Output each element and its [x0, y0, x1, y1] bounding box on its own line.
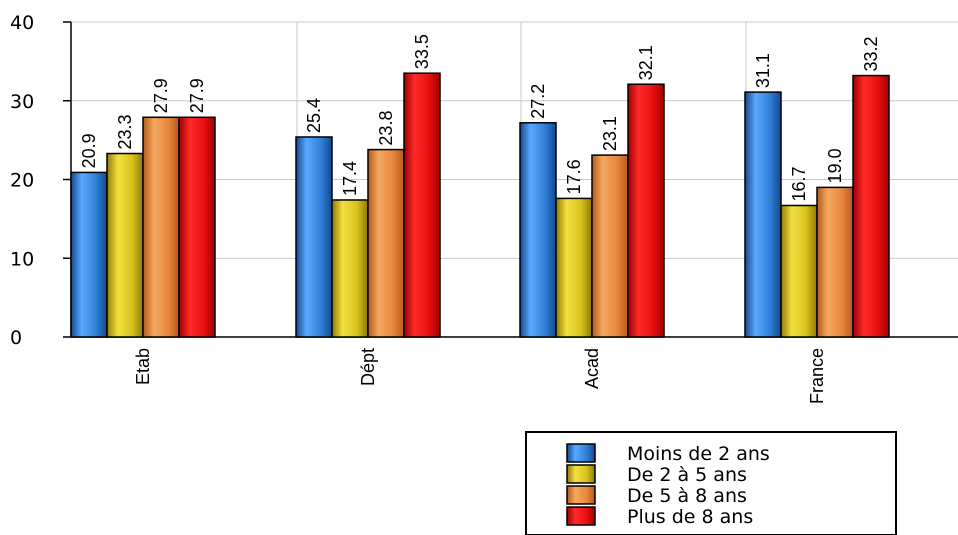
category-label: Etab: [133, 348, 153, 385]
legend-label: Moins de 2 ans: [627, 443, 770, 465]
y-tick-label: 20: [10, 170, 34, 192]
bar: [519, 122, 557, 338]
bar: [852, 74, 890, 338]
bar: [367, 148, 405, 338]
legend-swatch: [566, 443, 596, 463]
bar: [816, 186, 854, 338]
data-label: 33.5: [412, 34, 432, 69]
data-label: 16.7: [789, 166, 809, 201]
y-tick-label: 30: [10, 91, 34, 113]
bar: [142, 116, 180, 338]
category-label: Dépt: [358, 348, 378, 386]
category-label: Acad: [582, 348, 602, 389]
data-label: 31.1: [753, 53, 773, 88]
bar: [178, 116, 216, 338]
bar: [70, 171, 108, 338]
data-label: 27.9: [187, 78, 207, 113]
legend-swatch: [566, 464, 596, 484]
legend-label: Plus de 8 ans: [627, 506, 753, 528]
bar: [591, 154, 629, 338]
bar: [403, 72, 441, 338]
data-labels: 20.9 23.3 27.9 27.9 Etab 25.4 17.4 23.8 33.5 Dépt…: [79, 34, 881, 404]
category-label: France: [807, 348, 827, 404]
bars: [70, 72, 890, 338]
data-label: 33.2: [861, 37, 881, 72]
bar: [106, 152, 144, 338]
bar: [331, 199, 369, 338]
data-label: 23.8: [376, 111, 396, 146]
data-label: 27.2: [528, 84, 548, 119]
data-label: 19.0: [825, 148, 845, 183]
y-tick-label: 10: [10, 248, 34, 270]
y-tick-label: 40: [10, 12, 34, 34]
bar: [555, 197, 593, 338]
data-label: 27.9: [151, 78, 171, 113]
legend-label: De 2 à 5 ans: [627, 464, 747, 486]
data-label: 32.1: [636, 45, 656, 80]
legend-swatch: [566, 485, 596, 505]
data-label: 23.1: [600, 116, 620, 151]
data-label: 17.4: [340, 161, 360, 196]
y-tick-label: 0: [10, 327, 22, 349]
legend-swatch: [566, 506, 596, 526]
data-label: 25.4: [304, 98, 324, 133]
bar: [295, 136, 333, 338]
data-label: 20.9: [79, 133, 99, 168]
data-label: 17.6: [564, 159, 584, 194]
legend-label: De 5 à 8 ans: [627, 485, 747, 507]
bar: [780, 204, 818, 338]
bar: [744, 91, 782, 338]
bar: [627, 83, 665, 338]
data-label: 23.3: [115, 114, 135, 149]
